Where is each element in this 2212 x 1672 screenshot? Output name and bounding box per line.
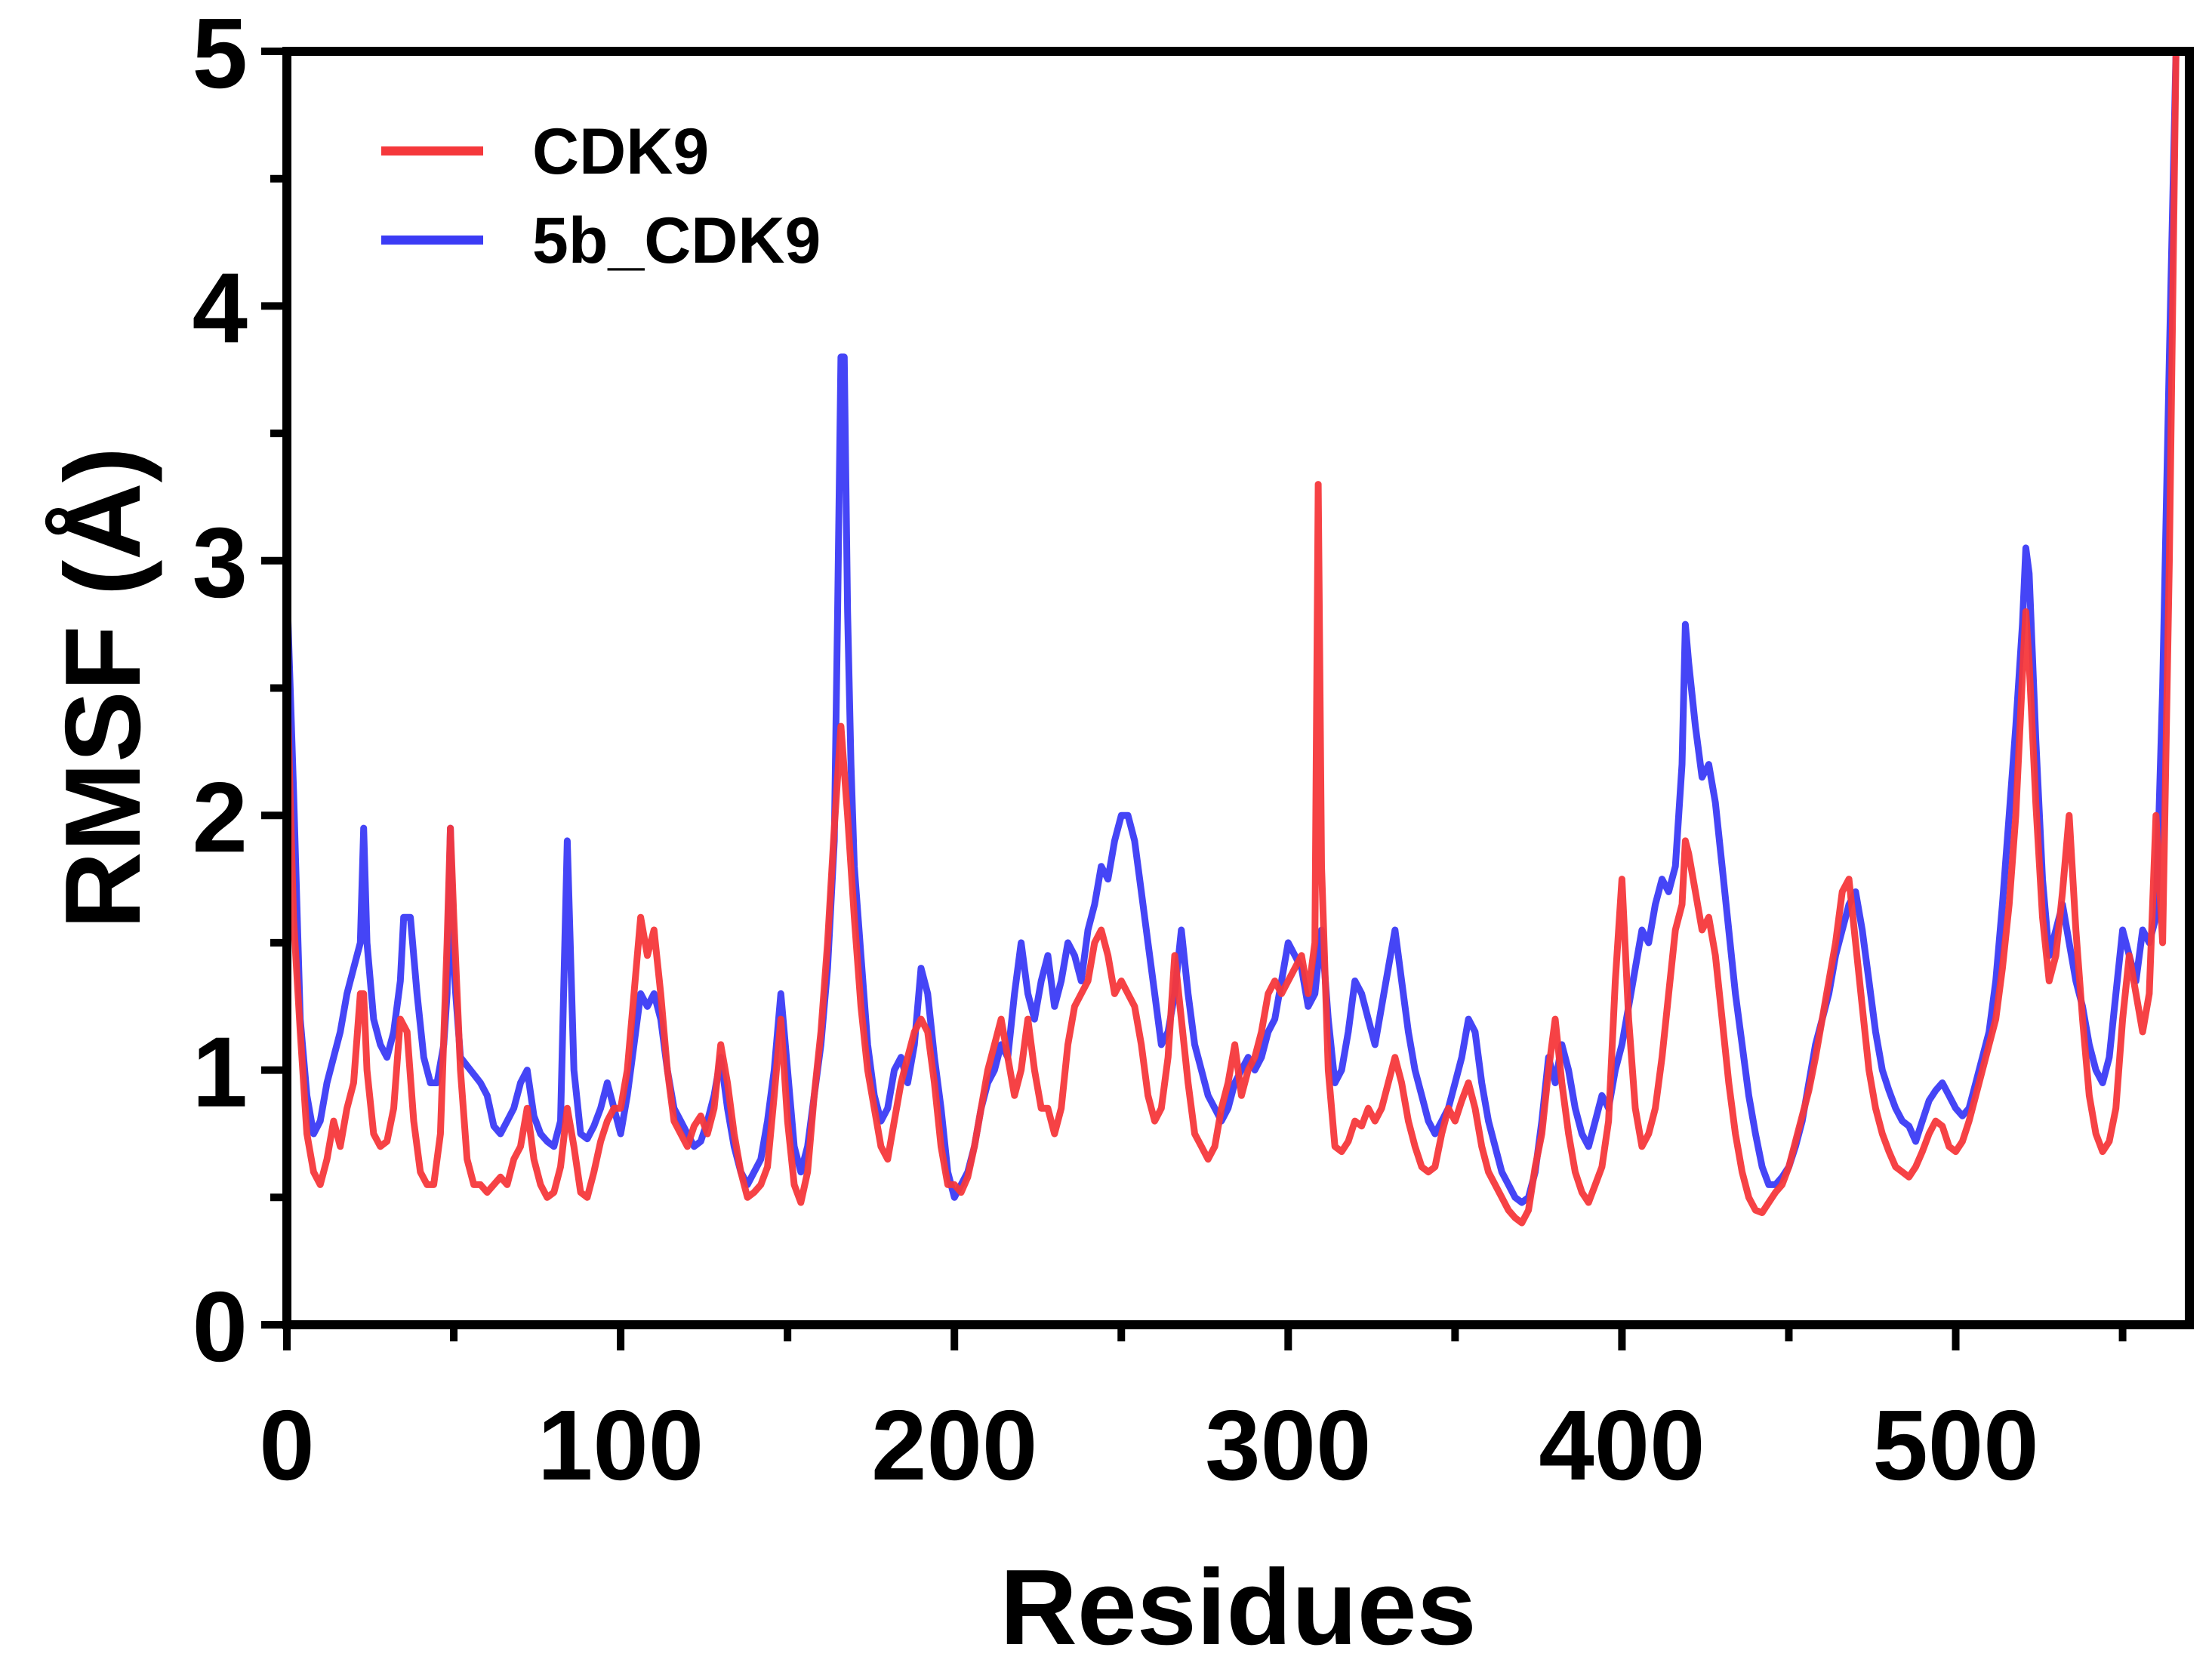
x-tick-label: 200: [871, 1390, 1037, 1501]
x-tick-label: 100: [538, 1390, 704, 1501]
series-layer: [283, 48, 2180, 1227]
y-tick-label: 1: [193, 1017, 248, 1128]
x-tick-label: 300: [1205, 1390, 1371, 1501]
y-axis-title: RMSF (Å): [43, 447, 163, 929]
legend: CDK9 5b_CDK9: [381, 115, 821, 277]
x-tick-label: 0: [259, 1390, 314, 1501]
x-tick-label: 500: [1872, 1390, 2038, 1501]
y-tick-label: 3: [193, 507, 248, 618]
series-line-cdk9: [283, 48, 2180, 1227]
y-tick-label: 5: [193, 0, 248, 109]
x-axis-title: Residues: [1000, 1547, 1476, 1667]
axis-ticks: 0 100 200 300 400 500 0 1 2 3 4 5: [193, 0, 2127, 1501]
legend-label: CDK9: [532, 115, 709, 188]
y-tick-label: 2: [193, 762, 248, 873]
x-tick-label: 400: [1539, 1390, 1705, 1501]
y-tick-label: 0: [193, 1271, 248, 1382]
y-tick-label: 4: [193, 252, 248, 363]
legend-label: 5b_CDK9: [532, 205, 821, 277]
